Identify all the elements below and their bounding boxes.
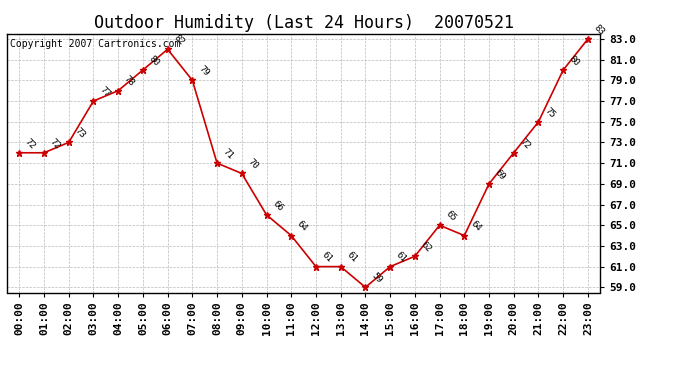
- Text: 72: 72: [48, 136, 62, 151]
- Text: 59: 59: [370, 271, 384, 285]
- Text: 61: 61: [394, 251, 408, 264]
- Text: 79: 79: [197, 64, 210, 78]
- Text: 73: 73: [73, 126, 87, 140]
- Text: 69: 69: [493, 168, 507, 182]
- Text: 72: 72: [518, 136, 532, 151]
- Text: 61: 61: [320, 251, 334, 264]
- Text: 72: 72: [23, 136, 37, 151]
- Text: 66: 66: [270, 199, 285, 213]
- Text: 77: 77: [97, 85, 112, 99]
- Text: 64: 64: [469, 219, 482, 233]
- Text: 80: 80: [147, 54, 161, 68]
- Text: 70: 70: [246, 158, 260, 171]
- Text: 75: 75: [542, 106, 557, 120]
- Text: 83: 83: [592, 23, 606, 37]
- Text: 71: 71: [221, 147, 235, 161]
- Text: 78: 78: [122, 75, 137, 88]
- Text: 80: 80: [567, 54, 582, 68]
- Text: 62: 62: [419, 240, 433, 254]
- Title: Outdoor Humidity (Last 24 Hours)  20070521: Outdoor Humidity (Last 24 Hours) 2007052…: [94, 14, 513, 32]
- Text: Copyright 2007 Cartronics.com: Copyright 2007 Cartronics.com: [10, 39, 180, 49]
- Text: 82: 82: [172, 33, 186, 47]
- Text: 64: 64: [295, 219, 309, 233]
- Text: 61: 61: [345, 251, 359, 264]
- Text: 65: 65: [444, 209, 457, 223]
